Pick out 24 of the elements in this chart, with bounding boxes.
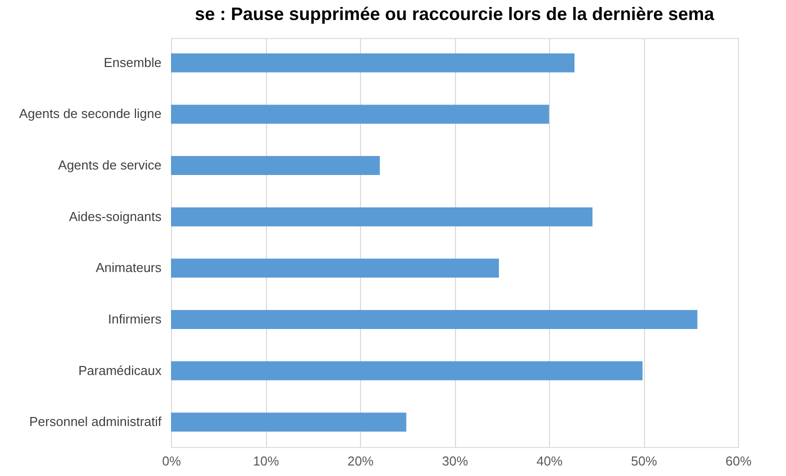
x-tick-label: 40% (536, 454, 563, 468)
y-tick-label: Animateurs (96, 260, 162, 276)
x-tick-label: 10% (252, 454, 280, 468)
bar (171, 156, 380, 176)
x-tick-label: 50% (630, 454, 658, 468)
y-tick-label: Agents de seconde ligne (19, 106, 162, 122)
y-tick-label: Infirmiers (108, 311, 162, 326)
x-tick-label: 30% (442, 454, 468, 468)
bar (171, 361, 643, 380)
x-tick-label: 20% (347, 454, 374, 468)
y-tick-label: Aides-soignants (69, 208, 162, 224)
y-tick-label: Paramédicaux (78, 362, 162, 378)
bar (171, 258, 499, 278)
chart-title: se : Pause supprimée ou raccourcie lors de la dernière sema (194, 4, 716, 24)
y-tick-label: Personnel administratif (29, 414, 162, 430)
bar (171, 104, 549, 124)
y-tick-label: Agents de service (58, 158, 162, 173)
x-tick-label: 0% (162, 454, 182, 468)
bar (171, 207, 592, 226)
bar (171, 53, 575, 72)
x-tick-label: 60% (725, 454, 752, 468)
y-tick-label: Ensemble (104, 54, 162, 70)
bar (171, 412, 406, 432)
bar (171, 310, 698, 329)
